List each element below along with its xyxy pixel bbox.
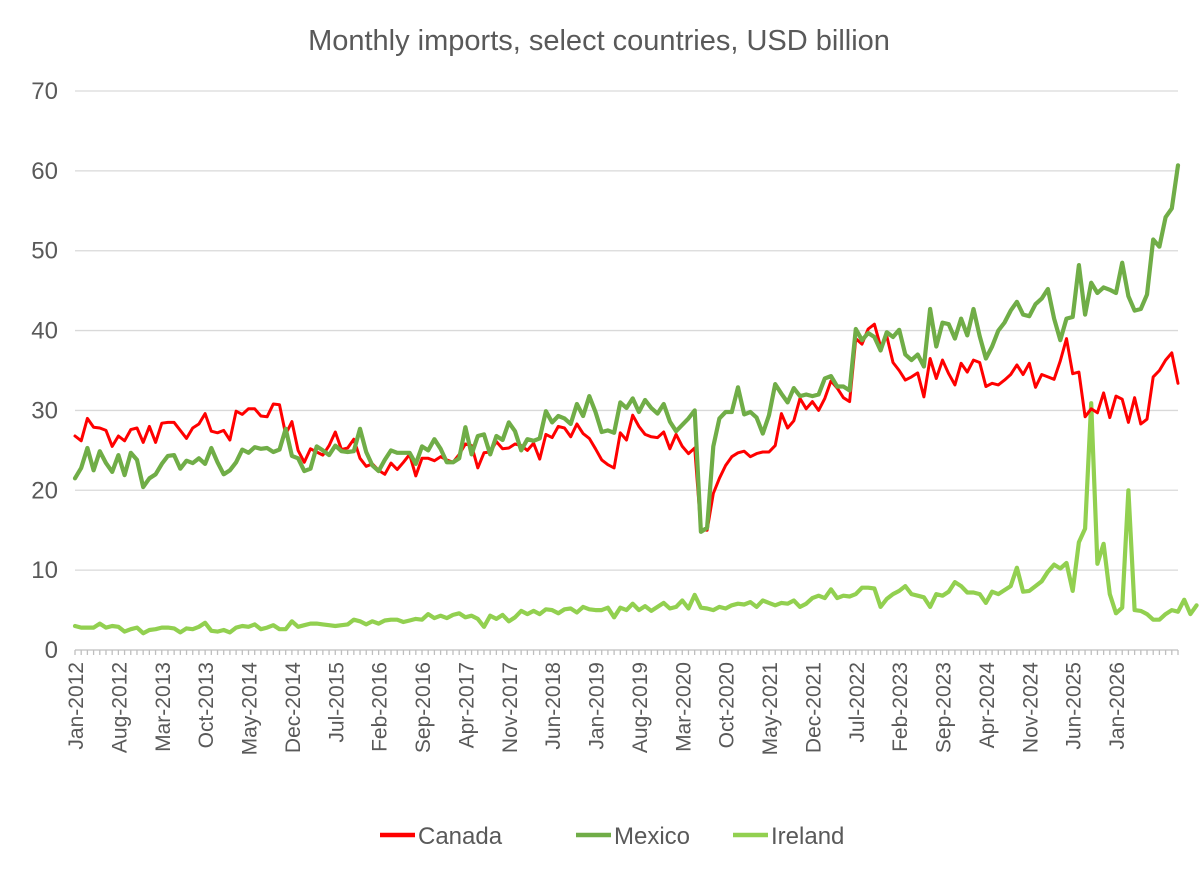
x-tick-label: Feb-2016 <box>369 662 392 752</box>
series-line-canada <box>73 322 1180 532</box>
x-tick-label: Apr-2017 <box>455 662 478 748</box>
x-tick-label: Jun-2018 <box>542 662 565 750</box>
legend: Canada Mexico Ireland <box>380 823 844 850</box>
x-tick-label: Jul-2015 <box>325 662 348 743</box>
x-tick-label: Jan-2019 <box>586 662 609 750</box>
x-tick-label: Jan-2012 <box>65 662 88 750</box>
x-tick-label: Aug-2019 <box>629 662 652 753</box>
x-tick-label: Jan-2026 <box>1106 662 1129 750</box>
series-lines <box>72 163 1199 636</box>
legend-label-canada: Canada <box>418 823 503 850</box>
y-tick-label: 70 <box>31 78 58 105</box>
legend-label-ireland: Ireland <box>771 823 844 850</box>
x-tick-label: Dec-2021 <box>802 662 825 753</box>
x-tick-label: Oct-2013 <box>195 662 218 748</box>
x-tick-label: May-2014 <box>239 662 262 756</box>
x-tick-label: Dec-2014 <box>282 662 305 753</box>
y-tick-label: 20 <box>31 477 58 504</box>
series-line-ireland <box>72 401 1199 636</box>
legend-label-mexico: Mexico <box>614 823 690 850</box>
x-tick-label: Jul-2022 <box>846 662 869 743</box>
y-tick-labels: 0 10 20 30 40 50 60 70 <box>31 78 58 664</box>
x-tick-label: Sep-2023 <box>933 662 956 753</box>
gridlines <box>75 90 1178 571</box>
y-tick-label: 40 <box>31 318 58 345</box>
y-tick-label: 30 <box>31 397 58 424</box>
y-tick-label: 60 <box>31 158 58 185</box>
x-tick-label: May-2021 <box>759 662 782 755</box>
y-tick-label: 0 <box>45 637 58 664</box>
x-tick-label: Sep-2016 <box>412 662 435 753</box>
y-tick-label: 50 <box>31 238 58 265</box>
y-tick-label: 10 <box>31 557 58 584</box>
chart-title: Monthly imports, select countries, USD b… <box>308 25 890 57</box>
x-tick-label: Mar-2020 <box>672 662 695 752</box>
x-tick-label: Oct-2020 <box>716 662 739 748</box>
x-tick-label: Feb-2023 <box>889 662 912 752</box>
series-line-mexico <box>72 163 1181 534</box>
x-tick-labels: Jan-2012 Aug-2012 Mar-2013 Oct-2013 May-2014… <box>65 662 1129 756</box>
x-tick-label: Apr-2024 <box>976 662 999 749</box>
x-tick-label: Jun-2025 <box>1063 662 1086 750</box>
x-tick-label: Nov-2024 <box>1019 662 1042 753</box>
x-tick-label: Aug-2012 <box>108 662 131 753</box>
x-tick-label: Mar-2013 <box>152 662 175 752</box>
axes <box>74 649 1179 655</box>
x-tick-label: Nov-2017 <box>499 662 522 753</box>
